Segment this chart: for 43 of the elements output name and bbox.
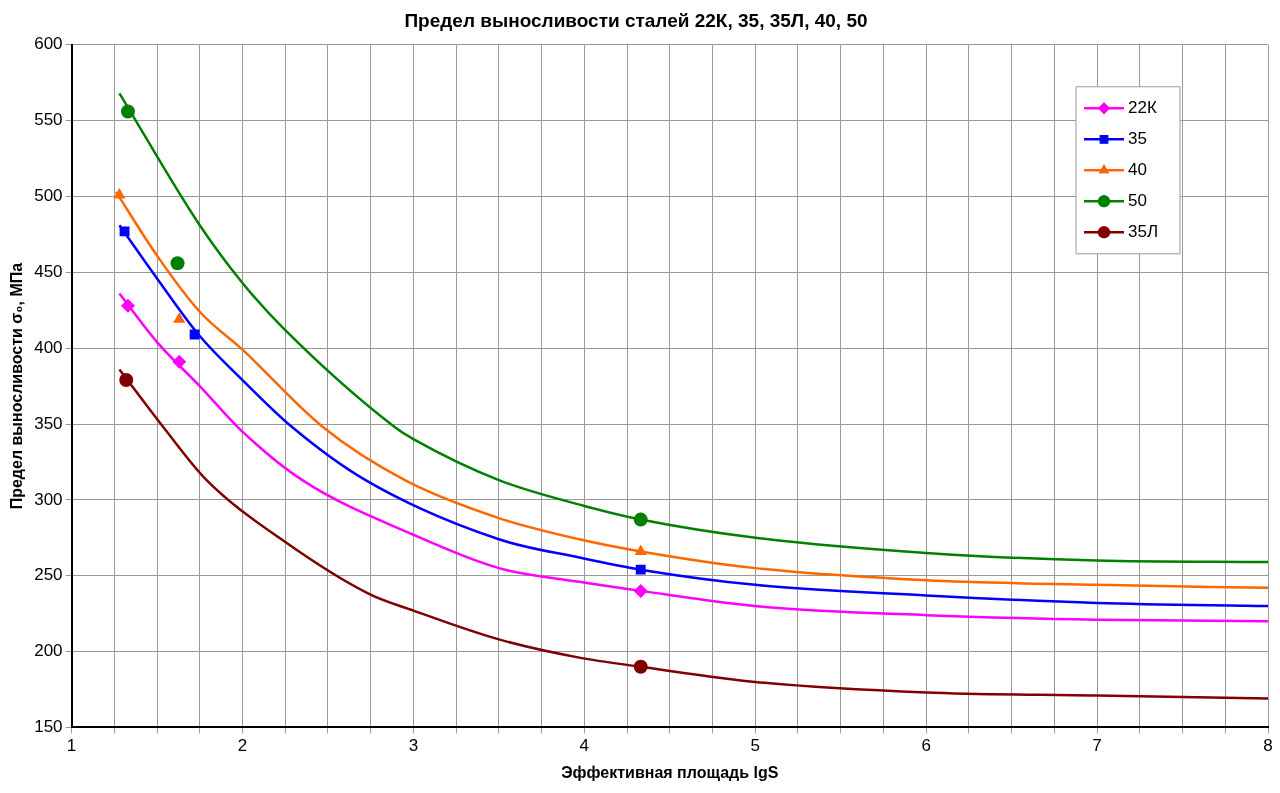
y-axis-title: Предел выносливости σ₀, МПа: [8, 262, 26, 510]
line-series: [118, 92, 1268, 564]
point: [633, 583, 648, 598]
line-series: [118, 368, 1268, 700]
legend-label: 50: [1128, 190, 1147, 210]
line-series: [118, 292, 1268, 623]
x-tick-label: 2: [237, 736, 248, 756]
legend-label: 40: [1128, 159, 1147, 179]
point: [634, 544, 647, 555]
x-tick-label: 4: [579, 736, 590, 756]
x-tick-label: 3: [408, 736, 419, 756]
point: [119, 226, 130, 237]
legend-label: 35Л: [1128, 221, 1159, 241]
x-tick-label: 6: [921, 736, 931, 756]
y-tick-label: 350: [34, 413, 63, 433]
legend-label: 35: [1128, 128, 1147, 148]
legend-label: 22К: [1128, 97, 1157, 117]
point: [113, 187, 126, 199]
x-tick-label: 1: [66, 736, 77, 756]
y-tick-label: 400: [34, 337, 63, 357]
x-tick-label: 8: [1263, 736, 1273, 756]
point: [635, 564, 646, 575]
y-tick-label: 600: [34, 34, 63, 54]
point: [173, 312, 186, 323]
point: [120, 298, 135, 313]
y-tick-label: 550: [34, 110, 63, 130]
x-tick-label: 7: [1092, 736, 1102, 756]
point: [170, 256, 185, 271]
point: [119, 373, 134, 388]
y-tick-label: 450: [34, 262, 63, 282]
y-tick-label: 250: [34, 565, 63, 585]
point: [120, 104, 135, 119]
x-tick-label: 5: [750, 736, 760, 756]
y-tick-label: 300: [34, 489, 63, 509]
y-tick-label: 200: [34, 641, 63, 661]
point: [633, 512, 648, 527]
x-axis-title: Эффективная площадь lgS: [561, 763, 779, 781]
y-tick-label: 500: [34, 186, 63, 206]
chart-title: Предел выносливости сталей 22К, 35, 35Л, 40, 50: [404, 9, 868, 31]
point: [189, 329, 200, 340]
point: [633, 659, 648, 674]
y-tick-label: 150: [34, 717, 63, 737]
point: [172, 354, 187, 369]
